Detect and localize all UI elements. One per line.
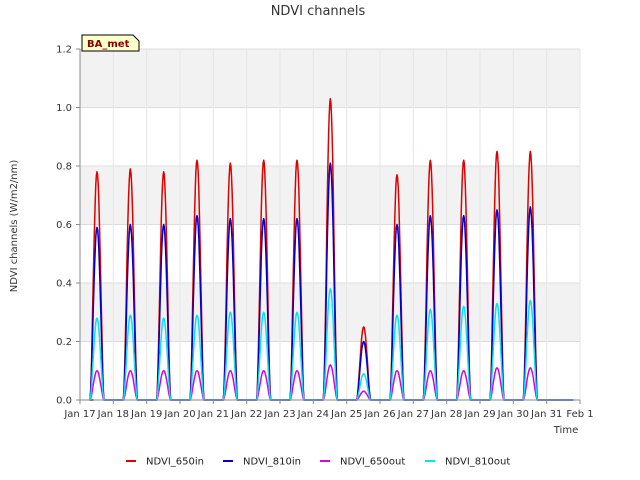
x-axis-label: Time xyxy=(553,425,578,436)
x-tick-label: Jan 31 xyxy=(530,409,562,420)
badge-label: BA_met xyxy=(87,39,130,50)
y-tick-label: 0.0 xyxy=(56,396,72,407)
x-tick-label: Jan 23 xyxy=(263,409,295,420)
legend-label-NDVI_650out: NDVI_650out xyxy=(340,457,405,468)
band-2 xyxy=(80,224,580,283)
x-tick-label: Jan 22 xyxy=(230,409,262,420)
x-tick-label: Jan 25 xyxy=(330,409,362,420)
y-tick-label: 0.6 xyxy=(56,220,72,231)
x-tick-label: Jan 24 xyxy=(297,409,329,420)
x-tick-label: Feb 1 xyxy=(566,409,593,420)
x-tick-label: Jan 18 xyxy=(97,409,129,420)
x-tick-label: Jan 30 xyxy=(497,409,529,420)
legend: NDVI_650in NDVI_810in NDVI_650out NDVI_810o… xyxy=(126,457,510,468)
legend-label-NDVI_650in: NDVI_650in xyxy=(146,457,204,468)
y-tick-labels: 0.0 0.2 0.4 0.6 0.8 1.0 1.2 xyxy=(56,45,80,407)
y-tick-label: 0.2 xyxy=(56,337,72,348)
x-tick-label: Jan 28 xyxy=(430,409,462,420)
x-tick-label: Jan 21 xyxy=(197,409,229,420)
chart-title: NDVI channels xyxy=(271,4,366,19)
x-tick-label: Jan 20 xyxy=(163,409,195,420)
ba-met-badge: BA_met xyxy=(81,34,140,52)
badge-box xyxy=(81,34,140,52)
y-tick-label: 0.4 xyxy=(56,279,72,290)
x-tick-label: Jan 29 xyxy=(463,409,495,420)
x-tick-label: Jan 26 xyxy=(363,409,395,420)
y-tick-label: 0.8 xyxy=(56,162,72,173)
x-tick-labels: Jan 17 Jan 18 Jan 19 Jan 20 Jan 21 Jan 22 Jan … xyxy=(63,400,594,420)
y-axis-label: NDVI channels (W/m2/nm) xyxy=(9,160,20,293)
band-0 xyxy=(80,341,580,400)
x-tick-label: Jan 19 xyxy=(130,409,162,420)
y-tick-label: 1.2 xyxy=(56,45,72,56)
y-tick-label: 1.0 xyxy=(56,103,72,114)
band-4 xyxy=(80,107,580,166)
legend-label-NDVI_810in: NDVI_810in xyxy=(243,457,301,468)
x-tick-label: Jan 27 xyxy=(397,409,429,420)
band-5 xyxy=(80,49,580,108)
x-tick-label: Jan 17 xyxy=(63,409,95,420)
legend-label-NDVI_810out: NDVI_810out xyxy=(445,457,510,468)
